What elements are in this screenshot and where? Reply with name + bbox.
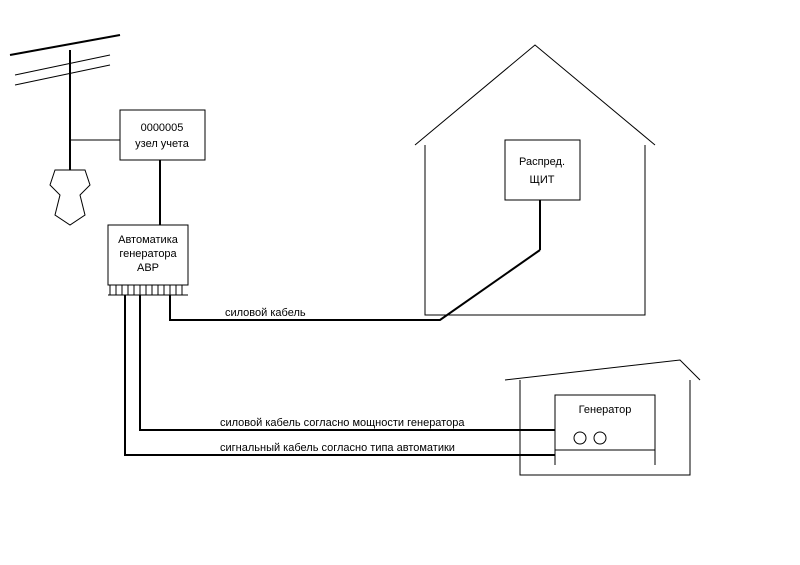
generator-node: Генератор: [555, 395, 655, 465]
meter-node: 0000005 узел учета: [120, 110, 205, 160]
panel-l1: Распред.: [519, 156, 565, 168]
wiring-diagram: 0000005 узел учета Автоматика генератора…: [0, 0, 800, 565]
avr-l1: Автоматика: [118, 234, 179, 246]
avr-terminals: [108, 285, 188, 295]
cable-signal-gen-label: сигнальный кабель согласно типа автомати…: [220, 442, 455, 454]
avr-l2: генератора: [119, 248, 177, 260]
panel-node: [505, 140, 580, 200]
cable-power-panel-label: силовой кабель: [225, 307, 306, 319]
generator-label: Генератор: [579, 404, 632, 416]
avr-l3: АВР: [137, 262, 159, 274]
meter-id: 0000005: [141, 122, 184, 134]
cable-power-gen-label: силовой кабель согласно мощности генерат…: [220, 417, 465, 429]
panel-l2: ЩИТ: [530, 174, 555, 186]
avr-node: Автоматика генератора АВР: [108, 225, 188, 295]
house: Распред. ЩИТ: [415, 45, 655, 315]
cable-power-panel: силовой кабель: [170, 250, 540, 320]
utility-pole: [10, 35, 120, 225]
meter-label: узел учета: [135, 138, 190, 150]
